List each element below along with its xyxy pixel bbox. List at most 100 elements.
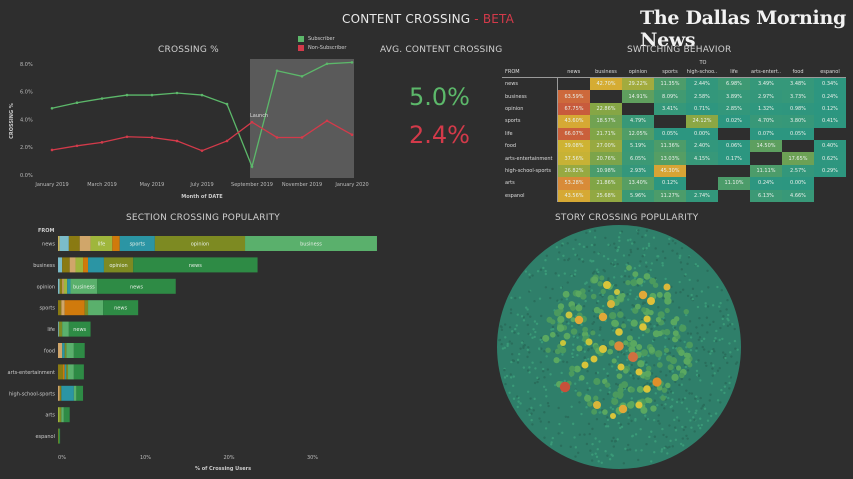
matrix-cell[interactable]: 0.00% xyxy=(782,177,814,190)
matrix-cell[interactable]: 24.12% xyxy=(686,115,718,128)
matrix-cell[interactable]: 11.27% xyxy=(654,189,686,202)
matrix-cell[interactable]: 2.97% xyxy=(750,90,782,103)
matrix-cell[interactable]: 3.48% xyxy=(782,77,814,91)
story-dot xyxy=(671,398,674,401)
matrix-cell[interactable]: 8.09% xyxy=(654,90,686,103)
matrix-cell[interactable]: 12.05% xyxy=(622,127,654,140)
matrix-cell-empty[interactable] xyxy=(718,164,750,178)
matrix-cell[interactable]: 4.66% xyxy=(782,189,814,202)
matrix-cell[interactable]: 0.40% xyxy=(814,139,846,153)
matrix-cell[interactable]: 6.98% xyxy=(718,77,750,91)
matrix-cell[interactable]: 13.03% xyxy=(654,152,686,165)
matrix-cell[interactable]: 14.50% xyxy=(750,139,782,153)
story-dot xyxy=(694,263,697,266)
matrix-cell-empty[interactable] xyxy=(686,177,718,190)
matrix-cell[interactable]: 11.35% xyxy=(654,77,686,91)
matrix-cell[interactable]: 45.30% xyxy=(654,164,686,178)
matrix-cell[interactable]: 21.71% xyxy=(590,127,622,140)
matrix-cell[interactable]: 39.08% xyxy=(557,139,590,153)
matrix-cell[interactable]: 1.32% xyxy=(750,102,782,116)
matrix-cell[interactable]: 22.86% xyxy=(590,102,622,116)
story-dot xyxy=(500,343,503,346)
matrix-cell[interactable]: 17.65% xyxy=(782,152,814,165)
matrix-cell[interactable]: 3.41% xyxy=(654,102,686,116)
matrix-cell[interactable]: 0.06% xyxy=(718,139,750,153)
matrix-cell[interactable]: 0.12% xyxy=(654,177,686,190)
matrix-cell-empty[interactable] xyxy=(782,139,814,153)
matrix-cell[interactable]: 0.24% xyxy=(814,90,846,103)
matrix-cell[interactable]: 0.12% xyxy=(814,102,846,116)
matrix-cell[interactable]: 0.07% xyxy=(750,127,782,140)
matrix-cell[interactable]: 37.56% xyxy=(557,152,590,165)
story-dot xyxy=(697,374,701,378)
matrix-cell[interactable]: 63.59% xyxy=(557,90,590,103)
matrix-cell-empty[interactable] xyxy=(750,152,782,165)
matrix-cell-empty[interactable] xyxy=(686,164,718,178)
matrix-cell[interactable]: 0.24% xyxy=(750,177,782,190)
matrix-cell[interactable]: 3.49% xyxy=(750,77,782,91)
matrix-cell-empty[interactable] xyxy=(590,90,622,103)
matrix-cell[interactable]: 26.82% xyxy=(557,164,590,178)
section-popularity-bar-chart[interactable]: FROM news life sports opinion business busines… xyxy=(0,222,390,479)
matrix-cell[interactable]: 0.41% xyxy=(814,115,846,128)
matrix-cell[interactable]: 4.79% xyxy=(622,115,654,128)
matrix-cell[interactable]: 0.98% xyxy=(782,102,814,116)
matrix-cell[interactable]: 29.22% xyxy=(622,77,654,91)
matrix-cell[interactable]: 25.68% xyxy=(590,189,622,202)
legend-item-non-subscriber[interactable]: Non-Subscriber xyxy=(298,43,346,52)
matrix-cell[interactable]: 0.05% xyxy=(654,127,686,140)
matrix-cell[interactable]: 0.34% xyxy=(814,77,846,91)
story-dot xyxy=(725,308,728,311)
matrix-cell-empty[interactable] xyxy=(654,115,686,128)
matrix-cell-empty[interactable] xyxy=(814,177,846,190)
matrix-cell[interactable]: 0.29% xyxy=(814,164,846,178)
matrix-cell[interactable]: 3.73% xyxy=(782,90,814,103)
matrix-cell[interactable]: 14.91% xyxy=(622,90,654,103)
matrix-cell-empty[interactable] xyxy=(814,189,846,202)
matrix-cell[interactable]: 0.05% xyxy=(782,127,814,140)
matrix-cell[interactable]: 0.62% xyxy=(814,152,846,165)
matrix-cell[interactable]: 0.00% xyxy=(686,127,718,140)
matrix-cell[interactable]: 2.93% xyxy=(622,164,654,178)
matrix-cell[interactable]: 4.15% xyxy=(686,152,718,165)
matrix-cell-empty[interactable] xyxy=(557,77,590,91)
matrix-cell[interactable]: 11.36% xyxy=(654,139,686,153)
matrix-cell[interactable]: 18.57% xyxy=(590,115,622,128)
matrix-cell[interactable]: 4.70% xyxy=(750,115,782,128)
matrix-cell[interactable]: 43.56% xyxy=(557,189,590,202)
matrix-cell[interactable]: 0.02% xyxy=(718,115,750,128)
matrix-cell[interactable]: 66.07% xyxy=(557,127,590,140)
matrix-cell[interactable]: 67.75% xyxy=(557,102,590,116)
matrix-cell[interactable]: 20.76% xyxy=(590,152,622,165)
matrix-cell[interactable]: 42.70% xyxy=(590,77,622,91)
matrix-cell[interactable]: 2.40% xyxy=(686,139,718,153)
matrix-cell[interactable]: 2.74% xyxy=(686,189,718,202)
matrix-cell[interactable]: 13.40% xyxy=(622,177,654,190)
matrix-cell[interactable]: 2.44% xyxy=(686,77,718,91)
story-popularity-bubble-chart[interactable] xyxy=(496,222,741,472)
matrix-cell-empty[interactable] xyxy=(814,127,846,140)
matrix-cell[interactable]: 3.89% xyxy=(718,90,750,103)
matrix-cell-empty[interactable] xyxy=(718,189,750,202)
matrix-cell[interactable]: 21.86% xyxy=(590,177,622,190)
matrix-cell[interactable]: 0.17% xyxy=(718,152,750,165)
matrix-cell[interactable]: 43.60% xyxy=(557,115,590,128)
matrix-cell[interactable]: 2.85% xyxy=(718,102,750,116)
matrix-cell-empty[interactable] xyxy=(622,102,654,116)
matrix-cell[interactable]: 3.80% xyxy=(782,115,814,128)
matrix-cell[interactable]: 10.98% xyxy=(590,164,622,178)
matrix-cell[interactable]: 27.00% xyxy=(590,139,622,153)
matrix-cell[interactable]: 6.13% xyxy=(750,189,782,202)
crossing-line-chart[interactable]: 0.0% 2.0% 4.0% 6.0% 8.0% January 2019 March 20… xyxy=(0,55,370,205)
matrix-cell[interactable]: 11.11% xyxy=(750,164,782,178)
matrix-cell[interactable]: 5.19% xyxy=(622,139,654,153)
matrix-cell-empty[interactable] xyxy=(718,127,750,140)
legend-item-subscriber[interactable]: Subscriber xyxy=(298,34,346,43)
matrix-cell[interactable]: 6.05% xyxy=(622,152,654,165)
matrix-cell[interactable]: 2.58% xyxy=(686,90,718,103)
matrix-cell[interactable]: 2.57% xyxy=(782,164,814,178)
matrix-cell[interactable]: 11.10% xyxy=(718,177,750,190)
matrix-cell[interactable]: 0.71% xyxy=(686,102,718,116)
matrix-cell[interactable]: 5.96% xyxy=(622,189,654,202)
matrix-cell[interactable]: 53.28% xyxy=(557,177,590,190)
